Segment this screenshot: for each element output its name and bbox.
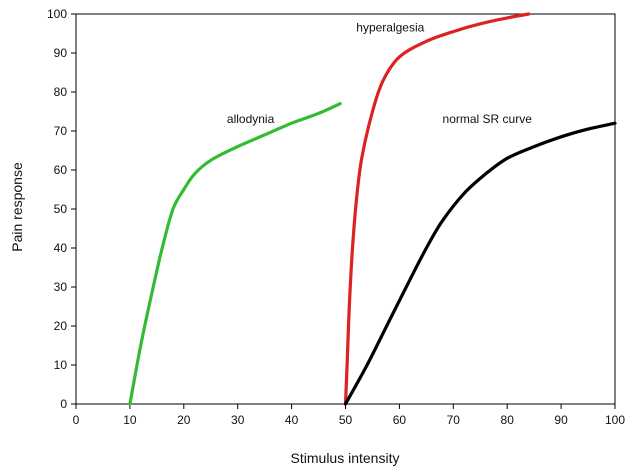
annotation-label: normal SR curve xyxy=(443,112,533,126)
y-tick-label: 60 xyxy=(54,163,68,177)
x-tick-label: 30 xyxy=(231,413,245,427)
series-lines xyxy=(128,12,617,406)
annotation-label: hyperalgesia xyxy=(356,21,424,35)
x-tick-label: 90 xyxy=(554,413,568,427)
axis-ticks: 0 10 20 30 40 50 60 70 80 90 100 0 10 20 30 40 50 60 70 80 9… xyxy=(47,7,625,427)
x-tick-label: 10 xyxy=(123,413,137,427)
x-axis-title: Stimulus intensity xyxy=(291,450,400,466)
y-axis-title: Pain response xyxy=(9,162,25,252)
series-line-normal-sr-curve xyxy=(343,121,617,406)
y-tick-label: 30 xyxy=(54,280,68,294)
x-tick-label: 0 xyxy=(73,413,80,427)
x-tick-label: 50 xyxy=(339,413,353,427)
y-tick-label: 100 xyxy=(47,7,67,21)
annotations: allodynia hyperalgesia normal SR curve xyxy=(227,21,532,127)
y-tick-label: 80 xyxy=(54,85,68,99)
y-tick-label: 50 xyxy=(54,202,68,216)
x-tick-label: 20 xyxy=(177,413,191,427)
x-tick-label: 60 xyxy=(393,413,407,427)
x-tick-label: 100 xyxy=(605,413,625,427)
x-tick-label: 80 xyxy=(501,413,515,427)
y-tick-label: 0 xyxy=(60,397,67,411)
y-tick-label: 70 xyxy=(54,124,68,138)
y-tick-label: 10 xyxy=(54,358,68,372)
annotation-label: allodynia xyxy=(227,112,275,126)
series-line-allodynia xyxy=(128,102,342,406)
plot-border xyxy=(75,13,616,405)
plot-frame xyxy=(75,13,616,405)
y-tick-label: 20 xyxy=(54,319,68,333)
x-tick-label: 40 xyxy=(285,413,299,427)
y-tick-label: 90 xyxy=(54,46,68,60)
series-line-hyperalgesia xyxy=(343,12,531,406)
y-tick-label: 40 xyxy=(54,241,68,255)
x-tick-label: 70 xyxy=(447,413,461,427)
